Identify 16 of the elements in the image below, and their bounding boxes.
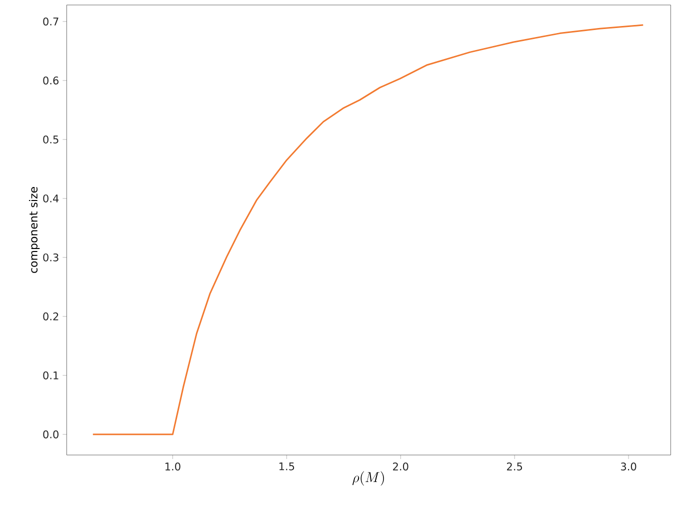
x-tick-label: 1.0	[165, 462, 180, 470]
x-axis-title: $\rho(M)$	[352, 471, 384, 486]
y-tick-label: 0.4	[43, 194, 59, 202]
x-tick-label: 2.0	[393, 462, 408, 470]
y-tick-label: 0.6	[43, 76, 59, 84]
y-tick-label: 0.7	[43, 18, 58, 26]
x-tick-label: 3.0	[620, 462, 636, 470]
y-tick-label: 0.5	[43, 135, 58, 144]
y-tick-label: 0.2	[43, 312, 58, 320]
y-tick-label: 0.0	[43, 430, 58, 438]
line-series	[92, 24, 644, 436]
y-tick-label: 0.1	[43, 371, 58, 380]
y-axis-title: component size	[28, 187, 40, 273]
y-tick-label: 0.3	[43, 253, 58, 262]
x-tick-label: 2.5	[506, 462, 522, 470]
x-tick-label: 1.5	[279, 462, 294, 470]
